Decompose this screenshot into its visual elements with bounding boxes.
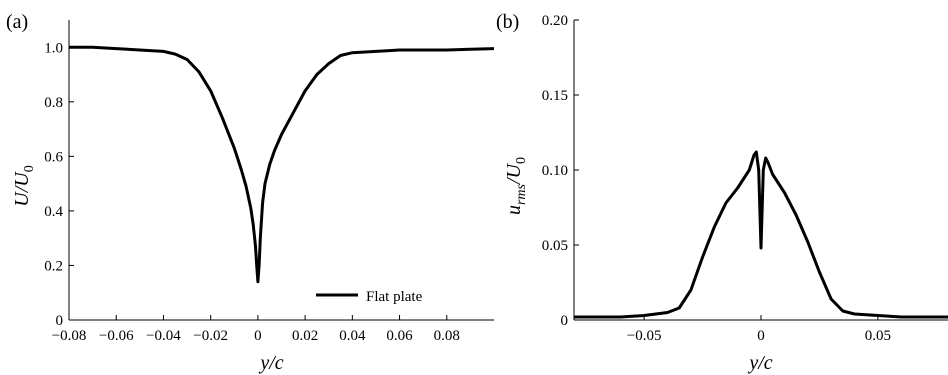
panel-b-axes [573,20,948,321]
y-tick-label: 1.0 [44,40,63,56]
y-tick-label: 0 [56,313,64,329]
y-tick-label: 0.8 [44,95,63,111]
y-tick-label: 0.4 [44,204,63,220]
panel-a-yticks: 0 0.2 0.4 0.6 0.8 1.0 [44,40,74,329]
panel-b-xticks: −0.05 0 0.05 [627,315,891,344]
panel-a-x-axis-label: y/c [258,352,283,374]
panel-a-xticks: −0.08 −0.06 −0.04 −0.02 0 0.02 0.04 0.06 0.08 [52,315,460,344]
panel-b: (b) −0.05 0 0.05 0 0.05 0.10 0.15 0.20 y/c urm… [496,11,948,374]
panel-a-legend: Flat plate [316,289,423,305]
y-tick-label: 0.2 [44,258,63,274]
panel-b-label: (b) [496,11,519,33]
x-tick-label: 0.02 [292,328,318,344]
panel-a: (a) −0.08 −0.06 −0.04 −0.02 0 0.02 0.04 0.06 0.0… [6,11,495,374]
y-tick-label: 0.20 [542,13,568,29]
y-tick-label: 0.10 [542,163,568,179]
x-tick-label: −0.06 [99,328,134,344]
y-tick-label: 0 [561,313,569,329]
panel-a-axes [68,20,494,321]
panel-a-label: (a) [6,11,28,33]
x-tick-label: 0 [757,328,765,344]
x-tick-label: 0.08 [434,328,460,344]
y-tick-label: 0.05 [542,238,568,254]
y-tick-label: 0.6 [44,149,63,165]
x-tick-label: −0.02 [193,328,228,344]
y-tick-label: 0.15 [542,88,568,104]
panel-b-yticks: 0 0.05 0.10 0.15 0.20 [542,13,579,329]
x-tick-label: 0 [254,328,262,344]
panel-b-y-axis-label: urms​/U0​ [503,157,529,215]
panel-a-series [69,45,495,284]
panel-b-x-axis-label: y/c [747,352,772,374]
panel-b-series [574,150,948,319]
x-tick-label: −0.05 [627,328,662,344]
x-tick-label: 0.05 [865,328,891,344]
x-tick-label: −0.08 [52,328,87,344]
x-tick-label: 0.06 [386,328,413,344]
series-line [574,150,948,319]
legend-label-flat-plate: Flat plate [366,289,423,305]
x-tick-label: −0.04 [146,328,181,344]
panel-a-y-axis-label: U/U0​ [11,165,37,206]
x-tick-label: 0.04 [339,328,366,344]
series-line [69,45,495,284]
